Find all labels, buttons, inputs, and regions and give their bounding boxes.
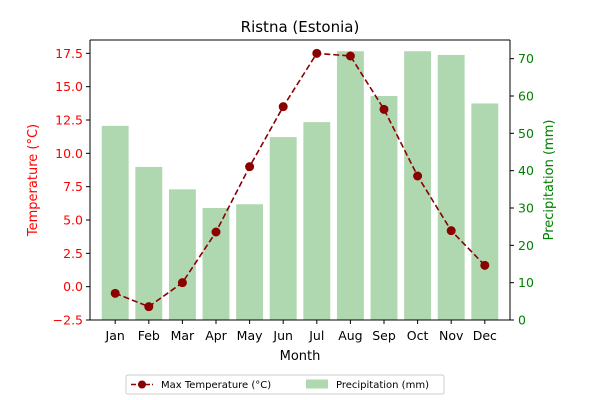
precipitation-bars: [101, 51, 499, 320]
precip-bar-may: [236, 204, 264, 320]
x-tick-label-feb: Feb: [138, 328, 160, 343]
legend-label-precipitation: Precipitation (mm): [336, 380, 429, 391]
x-tick-label-jun: Jun: [272, 328, 293, 343]
right-y-axis-label: Precipitation (mm): [542, 120, 557, 241]
temp-point-apr: [211, 227, 221, 237]
left-y-tick-label: −2.5: [53, 313, 83, 328]
precip-bar-feb: [135, 166, 163, 320]
x-tick-label-oct: Oct: [407, 328, 429, 343]
precip-bar-jun: [269, 137, 297, 320]
temp-point-jan: [110, 288, 120, 298]
left-y-tick-label: 5.0: [63, 213, 83, 228]
left-y-tick-label: 0.0: [63, 279, 83, 294]
temperature-line-path: [114, 52, 486, 308]
temp-point-jul: [312, 48, 322, 58]
precip-bar-jan: [101, 125, 129, 320]
temperature-line: [110, 48, 490, 312]
left-y-axis-label: Temperature (°C): [26, 124, 41, 237]
left-y-tick-label: 12.5: [55, 113, 83, 128]
precip-bar-nov: [437, 54, 465, 320]
right-y-tick-label: 70: [518, 51, 534, 66]
temp-point-dec: [480, 260, 490, 270]
x-tick-label-nov: Nov: [439, 328, 464, 343]
legend-marker-swatch: [138, 380, 146, 389]
left-y-tick-label: 2.5: [63, 246, 83, 261]
right-y-tick-label: 10: [518, 275, 534, 290]
legend-bar-swatch: [306, 379, 328, 389]
legend-box: [125, 374, 445, 395]
right-y-tick-label: 40: [518, 163, 534, 178]
temp-point-nov: [446, 226, 456, 236]
x-tick-label-apr: Apr: [205, 328, 227, 343]
x-axis-label: Month: [280, 349, 321, 364]
temp-point-mar: [177, 278, 187, 288]
right-y-tick-label: 30: [518, 201, 534, 216]
axes: Jan Feb Mar Apr May Jun Jul Aug Sep Oct Nov Dec −2.5…: [53, 39, 534, 343]
precip-bar-apr: [202, 208, 230, 320]
temp-point-jun: [278, 102, 288, 112]
x-tick-label-sep: Sep: [372, 328, 396, 343]
precip-bar-sep: [370, 96, 398, 320]
temp-point-may: [245, 162, 255, 172]
right-y-tick-label: 50: [518, 126, 534, 141]
x-tick-label-dec: Dec: [473, 328, 497, 343]
temp-point-aug: [345, 51, 355, 61]
precip-bar-mar: [168, 189, 196, 320]
temp-point-feb: [144, 302, 154, 312]
left-y-tick-label: 17.5: [55, 46, 83, 61]
chart-title: Ristna (Estonia): [241, 18, 360, 36]
precip-bar-jul: [303, 122, 331, 320]
left-y-tick-label: 10.0: [55, 146, 83, 161]
legend-label-temperature: Max Temperature (°C): [161, 380, 271, 391]
precip-bar-dec: [471, 103, 499, 320]
precip-bar-oct: [404, 51, 432, 320]
x-tick-label-mar: Mar: [171, 328, 195, 343]
x-tick-label-aug: Aug: [338, 328, 362, 343]
temp-point-oct: [413, 171, 423, 181]
left-y-tick-label: 15.0: [55, 79, 83, 94]
legend: Max Temperature (°C) Precipitation (mm): [125, 374, 445, 395]
left-y-tick-label: 7.5: [63, 179, 83, 194]
x-tick-label-jul: Jul: [308, 328, 324, 343]
right-y-tick-label: 20: [518, 238, 534, 253]
precip-bar-aug: [336, 51, 364, 320]
x-tick-label-jan: Jan: [105, 328, 125, 343]
right-y-tick-label: 0: [518, 313, 526, 328]
x-tick-label-may: May: [237, 328, 263, 343]
right-y-tick-label: 60: [518, 89, 534, 104]
temp-point-sep: [379, 104, 389, 114]
